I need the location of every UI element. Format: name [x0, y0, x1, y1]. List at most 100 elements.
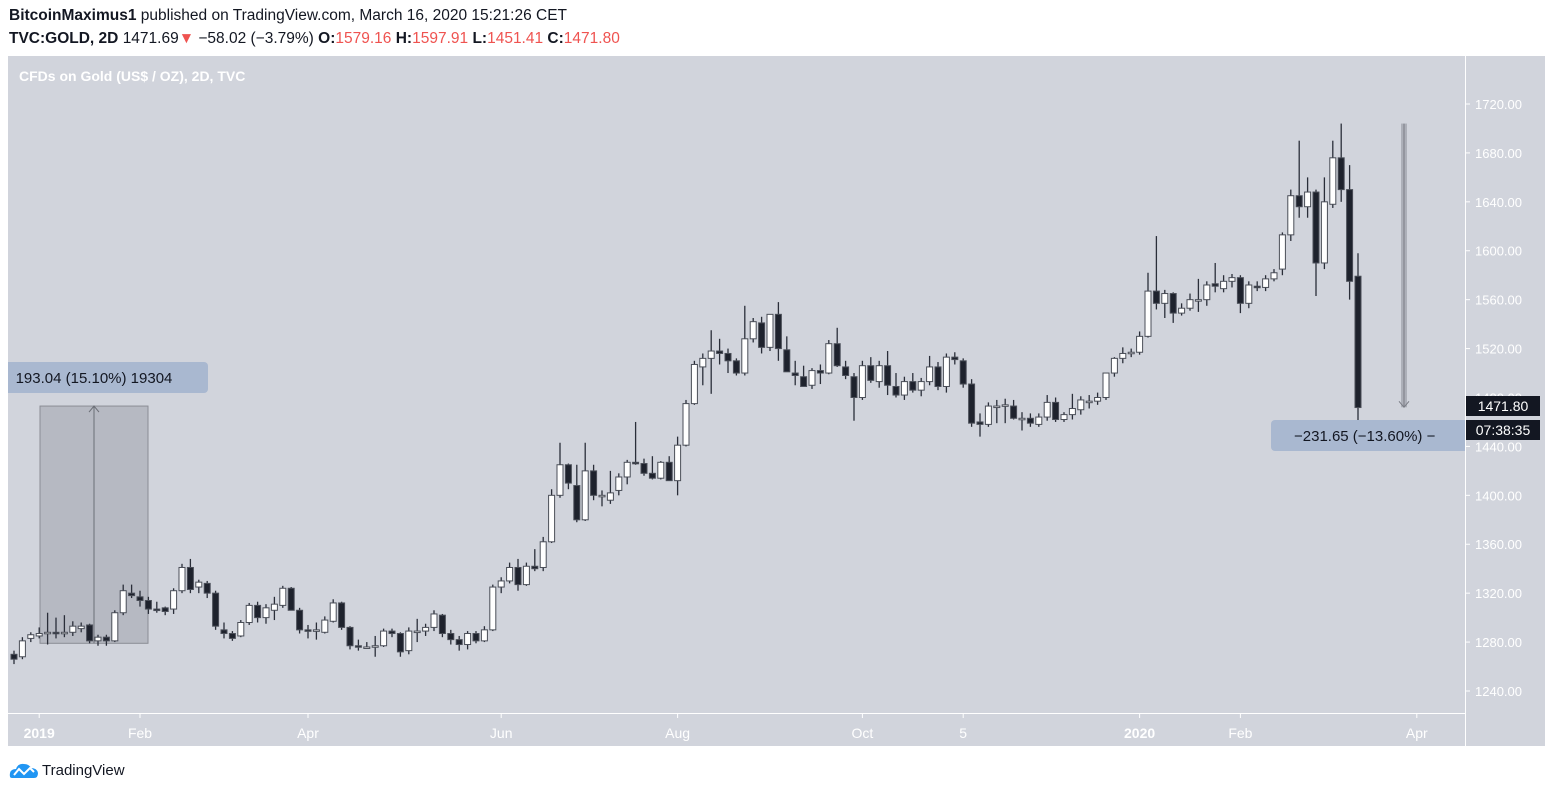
candle — [581, 442, 589, 522]
candle-body-up — [1119, 352, 1127, 359]
candle — [220, 622, 228, 639]
candle-body-down — [976, 421, 984, 425]
candle — [161, 606, 169, 616]
candle — [388, 628, 396, 638]
candle — [86, 623, 94, 644]
candle-body-down — [1152, 290, 1160, 304]
price-tick-label: 1560.00 — [1475, 293, 1522, 308]
candle — [522, 562, 530, 586]
candle — [959, 358, 967, 388]
candle — [867, 357, 875, 383]
candle — [44, 612, 52, 645]
open-label: O: — [318, 30, 336, 47]
candle-body-down — [1312, 191, 1320, 264]
candle — [1220, 275, 1228, 293]
candle — [774, 302, 782, 361]
candle-body-up — [1262, 278, 1270, 288]
candle-body-up — [1220, 280, 1228, 290]
candle — [833, 327, 841, 367]
candle-body-up — [178, 566, 186, 592]
candle — [119, 584, 127, 616]
candle-body-down — [338, 602, 346, 628]
candle-body-down — [86, 624, 94, 642]
candle-body-down — [640, 463, 648, 474]
candle — [1068, 393, 1076, 420]
candle — [27, 632, 35, 643]
candle-body-down — [1010, 405, 1018, 419]
price-tick-label: 1520.00 — [1475, 342, 1522, 357]
candle — [707, 330, 715, 394]
candle-body-up — [657, 461, 665, 479]
candle-body-up — [917, 381, 925, 391]
candle-body-up — [699, 357, 707, 368]
candle-body-up — [682, 403, 690, 446]
candle-body-down — [833, 343, 841, 367]
candle-body-up — [262, 607, 270, 619]
tradingview-cloud-icon — [9, 763, 38, 778]
candle-body-up — [1001, 404, 1009, 407]
candle — [245, 602, 253, 625]
candle-body-up — [363, 646, 371, 649]
candle — [371, 635, 379, 657]
candle — [690, 360, 698, 405]
candle — [1119, 347, 1127, 364]
candle-body-up — [993, 405, 1001, 409]
tradingview-logo[interactable]: TradingView — [9, 760, 125, 780]
candle-body-up — [581, 470, 589, 521]
price-axis[interactable]: 1720.00 1680.00 1640.00 1600.00 1560.00 1520.… — [1466, 97, 1522, 699]
candle-body-up — [1287, 195, 1295, 236]
candle — [909, 373, 917, 393]
candle — [615, 473, 623, 496]
candle — [354, 639, 362, 651]
candle — [1152, 236, 1160, 310]
candle-body-down — [573, 485, 581, 521]
candle — [573, 464, 581, 523]
candle — [1245, 281, 1253, 309]
candle-body-up — [522, 565, 530, 586]
candle — [648, 456, 656, 480]
time-tick-label: Aug — [665, 725, 690, 741]
price-tick-label: 1600.00 — [1475, 244, 1522, 259]
author-name[interactable]: BitcoinMaximus1 — [9, 7, 137, 24]
candle — [1304, 177, 1312, 218]
time-axis[interactable]: 2019 Feb Apr Jun Aug Oct 5 2020 Feb Apr — [24, 714, 1428, 741]
candle-body-up — [1194, 299, 1202, 302]
chart-background — [8, 56, 1545, 746]
candle-body-up — [279, 587, 287, 606]
candle-body-up — [27, 634, 35, 639]
candle — [447, 629, 455, 645]
candle-body-up — [808, 370, 816, 386]
candle-body-down — [153, 608, 161, 612]
candle — [1102, 372, 1110, 400]
measure-right[interactable]: −231.65 (−13.60%) − — [1271, 123, 1501, 451]
candle — [623, 459, 631, 485]
candle-body-down — [161, 607, 169, 613]
high-label: H: — [395, 30, 413, 47]
candle — [254, 601, 262, 623]
measure-label-box — [1271, 420, 1465, 451]
candle-body-down — [724, 352, 732, 362]
candle-body-down — [396, 633, 404, 653]
candle-body-down — [254, 604, 262, 619]
candle-body-up — [380, 630, 388, 647]
candle-body-down — [447, 633, 455, 641]
candle-body-up — [1136, 335, 1144, 353]
candle — [1085, 395, 1093, 409]
measure-left[interactable]: 193.04 (15.10%) 19304 — [0, 362, 208, 644]
publish-info: BitcoinMaximus1 published on TradingView… — [9, 7, 567, 25]
low-value: 1451.41 — [487, 30, 544, 47]
candle-body-up — [329, 602, 337, 622]
candle-body-down — [564, 464, 572, 484]
last-price-label: 1471.80 07:38:35 — [1466, 396, 1540, 440]
arrow-up-icon — [88, 405, 100, 413]
candle — [682, 399, 690, 447]
candle-body-down — [1337, 157, 1345, 191]
candles — [10, 123, 1362, 665]
candle-body-up — [1161, 293, 1169, 304]
price-tick-label: 1440.00 — [1475, 439, 1522, 454]
time-tick-label: Feb — [1228, 725, 1252, 741]
candle-body-down — [186, 566, 194, 590]
price-tick-label: 1680.00 — [1475, 146, 1522, 161]
candle — [136, 590, 144, 607]
